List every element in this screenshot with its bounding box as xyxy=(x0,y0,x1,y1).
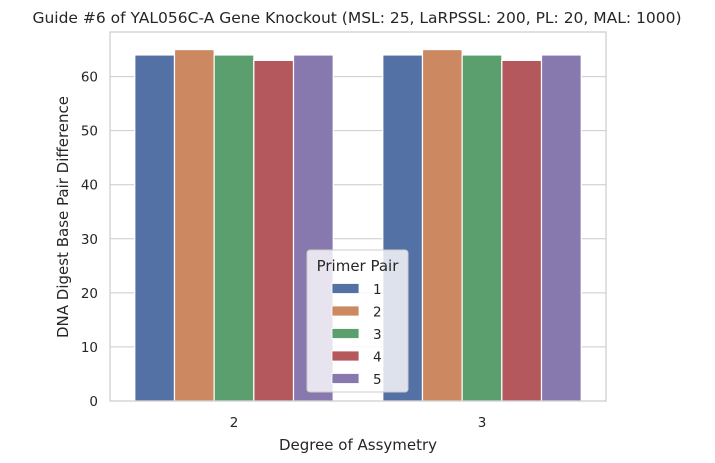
bar-series-3-category-2 xyxy=(213,54,255,402)
y-axis-ticks: 0 10 20 30 40 50 60 xyxy=(81,70,98,410)
x-tick-label: 2 xyxy=(230,415,239,431)
legend-label: 5 xyxy=(373,372,382,388)
y-tick-label: 40 xyxy=(81,178,98,194)
legend-items: 1 2 3 4 5 xyxy=(331,282,382,388)
bar-series-2-category-3 xyxy=(421,48,463,402)
y-tick-label: 20 xyxy=(81,286,98,302)
legend-swatch xyxy=(331,350,360,362)
y-tick-label: 10 xyxy=(81,340,98,356)
legend-label: 3 xyxy=(373,327,382,343)
plot-frame xyxy=(109,31,607,402)
x-axis-label: Degree of Assymetry xyxy=(279,436,437,454)
legend-title: Primer Pair xyxy=(317,257,400,275)
legend-label: 1 xyxy=(373,282,382,298)
bar-series-1-category-2 xyxy=(134,54,176,402)
legend-swatch xyxy=(331,328,360,339)
legend-swatch xyxy=(331,373,360,384)
bar-series-5-category-3 xyxy=(540,54,582,402)
chart-title: Guide #6 of YAL056C-A Gene Knockout (MSL… xyxy=(32,9,681,27)
bar-series-2-category-2 xyxy=(173,48,215,402)
y-tick-label: 30 xyxy=(81,232,98,248)
bar-series-3-category-3 xyxy=(461,54,503,402)
x-tick-label: 3 xyxy=(478,415,487,431)
legend-swatch xyxy=(331,283,360,294)
bar-series-4-category-3 xyxy=(501,59,543,402)
y-tick-label: 50 xyxy=(81,124,98,140)
legend-label: 2 xyxy=(373,305,382,321)
y-axis-label: DNA Digest Base Pair Difference xyxy=(54,96,72,338)
legend-label: 4 xyxy=(373,350,382,366)
y-tick-label: 0 xyxy=(89,394,98,410)
bar-series-4-category-2 xyxy=(253,59,295,402)
legend: Primer Pair 1 2 3 4 5 xyxy=(306,249,409,393)
y-tick-label: 60 xyxy=(81,70,98,86)
legend-swatch xyxy=(331,305,360,317)
